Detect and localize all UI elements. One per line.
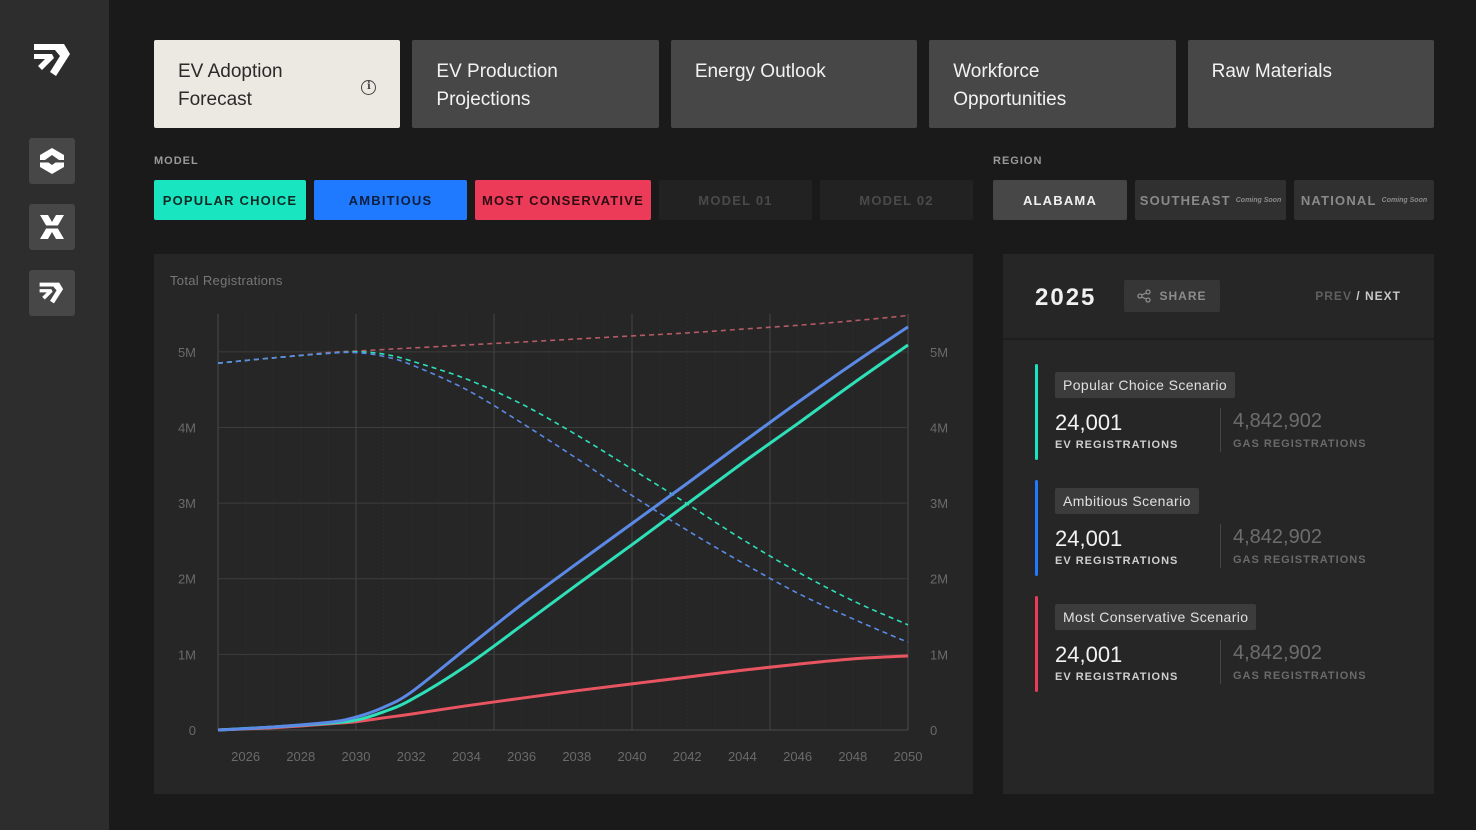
info-icon[interactable]: i	[361, 80, 377, 95]
series-line-conservative-gas	[217, 314, 909, 364]
ev-registrations-value: 24,001	[1055, 526, 1123, 551]
y-tick-label-left: 3M	[178, 496, 196, 511]
gas-registrations-value: 4,842,902	[1233, 526, 1322, 548]
ev-registrations-value: 24,001	[1055, 642, 1123, 667]
tab-label: Raw Materials	[1211, 61, 1332, 82]
share-label: SHARE	[1159, 289, 1207, 303]
divider	[1220, 408, 1221, 452]
scenario-color-bar	[1035, 480, 1038, 576]
x-tick-label: 2044	[728, 749, 757, 764]
y-tick-label-right: 4M	[930, 420, 948, 435]
ev-registrations-label: EV REGISTRATIONS	[1055, 439, 1179, 451]
gas-registrations-label: GAS REGISTRATIONS	[1233, 438, 1367, 450]
x-tick-label: 2036	[507, 749, 536, 764]
gas-registrations-value: 4,842,902	[1233, 410, 1322, 432]
y-tick-label-right: 3M	[930, 496, 948, 511]
ev-registrations-value: 24,001	[1055, 410, 1123, 435]
region-option-label: SOUTHEAST	[1139, 192, 1231, 208]
region-national-button[interactable]: NATIONAL Coming Soon	[1294, 180, 1434, 220]
x-tick-label: 2050	[894, 749, 923, 764]
summary-panel: 2025 SHARE PREV / NEXT Popular Choice Sc…	[1003, 254, 1434, 794]
scenario-name: Popular Choice Scenario	[1055, 372, 1236, 398]
summary-header: 2025 SHARE PREV / NEXT	[1003, 254, 1434, 340]
scenario-popular-choice: Popular Choice Scenario 24,001 EV REGIST…	[1035, 364, 1405, 460]
region-option-label: ALABAMA	[1022, 192, 1098, 208]
y-tick-label-left: 0	[189, 723, 196, 738]
scenario-name: Most Conservative Scenario	[1055, 604, 1257, 630]
model-most-conservative-button[interactable]: MOST CONSERVATIVE	[475, 180, 651, 220]
y-tick-label-left: 5M	[178, 345, 196, 360]
x-tick-label: 2034	[452, 749, 481, 764]
tab-workforce-opportunities[interactable]: Workforce Opportunities	[929, 40, 1176, 128]
share-button[interactable]: SHARE	[1124, 280, 1220, 312]
registrations-chart: 0 0 1M 1M 2M 2M 3M 3M 4M 4M 5M 5M 2026 2028 2030 2032 20…	[178, 314, 948, 764]
scenario-color-bar	[1035, 364, 1038, 460]
region-label: REGION	[993, 155, 1043, 167]
model-popular-choice-button[interactable]: POPULAR CHOICE	[154, 180, 306, 220]
y-tick-label-right: 2M	[930, 572, 948, 587]
scenario-color-bar	[1035, 596, 1038, 692]
tab-label: EV Production Projections	[436, 61, 558, 110]
gas-registrations-value: 4,842,902	[1233, 642, 1322, 664]
chart-panel: Total Registrations 0 0 1M 1M 2M 2M 3M 3M 4M 4M 5M…	[154, 254, 973, 794]
gas-registrations-label: GAS REGISTRATIONS	[1233, 670, 1367, 682]
x-tick-label: 2030	[342, 749, 371, 764]
brand-mark-icon[interactable]	[29, 270, 75, 316]
series-line-popular-gas	[217, 350, 909, 626]
tab-label: Workforce Opportunities	[953, 61, 1067, 110]
hexagon-icon[interactable]	[29, 138, 75, 184]
ev-registrations-label: EV REGISTRATIONS	[1055, 671, 1179, 683]
x-tick-label: 2048	[838, 749, 867, 764]
x-tick-label: 2026	[231, 749, 260, 764]
scenario-name: Ambitious Scenario	[1055, 488, 1199, 514]
series-line-ambitious-ev	[217, 325, 909, 732]
x-tick-label: 2038	[562, 749, 591, 764]
gas-registrations-label: GAS REGISTRATIONS	[1233, 554, 1367, 566]
model-02-button[interactable]: MODEL 02	[820, 180, 973, 220]
next-button[interactable]: NEXT	[1364, 289, 1401, 303]
ev-registrations-label: EV REGISTRATIONS	[1055, 555, 1179, 567]
tab-label: EV Adoption Forecast	[178, 61, 283, 110]
x-tick-label: 2032	[397, 749, 426, 764]
coming-soon-note: Coming Soon	[1235, 196, 1282, 204]
model-ambitious-button[interactable]: AMBITIOUS	[314, 180, 467, 220]
nav-separator: /	[1356, 289, 1361, 303]
series-line-conservative-ev	[217, 654, 909, 732]
tab-energy-outlook[interactable]: Energy Outlook	[670, 40, 918, 128]
y-tick-label-right: 5M	[930, 345, 948, 360]
divider	[1220, 640, 1221, 684]
main-tabs: EV Adoption Forecast i EV Production Pro…	[154, 40, 1435, 128]
prev-next-nav: PREV / NEXT	[1315, 289, 1401, 303]
model-01-button[interactable]: MODEL 01	[659, 180, 812, 220]
region-option-label: NATIONAL	[1300, 192, 1377, 208]
model-label: MODEL	[154, 155, 199, 167]
y-tick-label-right: 1M	[930, 647, 948, 662]
divider	[1220, 524, 1221, 568]
x-tick-label: 2028	[286, 749, 315, 764]
summary-year: 2025	[1035, 284, 1097, 311]
y-tick-label-left: 1M	[178, 647, 196, 662]
x-tick-label: 2046	[783, 749, 812, 764]
region-alabama-button[interactable]: ALABAMA	[993, 180, 1127, 220]
y-tick-label-left: 4M	[178, 420, 196, 435]
region-southeast-button[interactable]: SOUTHEAST Coming Soon	[1135, 180, 1286, 220]
tab-raw-materials[interactable]: Raw Materials	[1187, 40, 1435, 128]
scenario-ambitious: Ambitious Scenario 24,001 EV REGISTRATIO…	[1035, 480, 1405, 576]
series-line-popular-ev	[217, 343, 909, 732]
chart-title: Total Registrations	[170, 273, 283, 288]
coming-soon-note: Coming Soon	[1381, 196, 1428, 204]
brand-logo-icon[interactable]	[30, 40, 76, 80]
tab-label: Energy Outlook	[694, 61, 826, 82]
tab-ev-adoption-forecast[interactable]: EV Adoption Forecast i	[154, 40, 401, 128]
y-tick-label-right: 0	[930, 723, 937, 738]
scenario-most-conservative: Most Conservative Scenario 24,001 EV REG…	[1035, 596, 1405, 692]
sidebar	[0, 0, 109, 830]
cross-arrows-icon[interactable]	[29, 204, 75, 250]
x-tick-label: 2042	[673, 749, 702, 764]
prev-button[interactable]: PREV	[1315, 289, 1352, 303]
share-icon	[1137, 289, 1152, 303]
y-tick-label-left: 2M	[178, 572, 196, 587]
x-tick-label: 2040	[618, 749, 647, 764]
tab-ev-production-projections[interactable]: EV Production Projections	[412, 40, 659, 128]
